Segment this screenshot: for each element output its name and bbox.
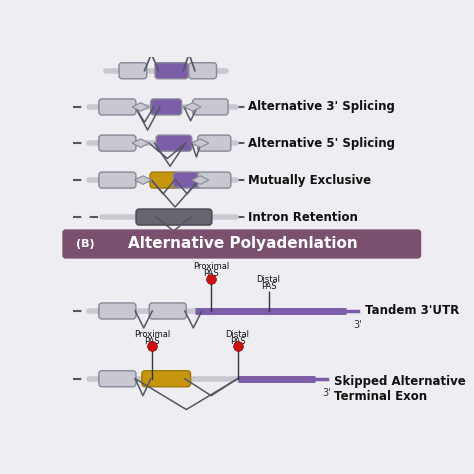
FancyBboxPatch shape [63,229,421,259]
Text: Skipped Alternative
Terminal Exon: Skipped Alternative Terminal Exon [334,375,466,403]
Polygon shape [132,139,149,147]
FancyBboxPatch shape [99,303,136,319]
FancyBboxPatch shape [156,135,191,151]
Text: PAS: PAS [230,337,246,346]
Polygon shape [192,176,209,184]
FancyBboxPatch shape [198,172,231,188]
FancyBboxPatch shape [99,371,136,387]
FancyBboxPatch shape [119,63,147,79]
Text: PAS: PAS [261,282,276,291]
FancyBboxPatch shape [198,135,231,151]
FancyBboxPatch shape [149,303,186,319]
Polygon shape [184,103,201,111]
Text: Tandem 3'UTR: Tandem 3'UTR [365,304,460,318]
Text: 3': 3' [323,388,331,398]
Text: PAS: PAS [203,269,219,278]
Text: Proximal: Proximal [193,262,229,271]
Text: Alternative 3' Splicing: Alternative 3' Splicing [248,100,395,113]
Text: Alternative Polyadenlation: Alternative Polyadenlation [128,237,358,252]
FancyBboxPatch shape [151,99,182,115]
FancyBboxPatch shape [99,135,136,151]
Polygon shape [192,139,209,147]
Text: Intron Retention: Intron Retention [248,210,358,224]
FancyBboxPatch shape [136,209,212,225]
Text: (B): (B) [76,239,95,249]
FancyBboxPatch shape [150,172,178,188]
FancyBboxPatch shape [142,371,191,387]
FancyBboxPatch shape [99,99,136,115]
FancyBboxPatch shape [189,63,217,79]
Polygon shape [132,103,149,111]
Polygon shape [135,176,152,184]
Text: 3': 3' [354,320,363,330]
Text: Proximal: Proximal [134,330,170,339]
FancyBboxPatch shape [192,99,228,115]
FancyBboxPatch shape [99,172,136,188]
Text: Alternative 5' Splicing: Alternative 5' Splicing [248,137,395,150]
FancyBboxPatch shape [173,172,201,188]
Text: Mutually Exclusive: Mutually Exclusive [248,173,372,187]
Text: PAS: PAS [145,337,160,346]
Text: Distal: Distal [256,275,281,284]
Text: Distal: Distal [226,330,249,339]
FancyBboxPatch shape [155,63,188,79]
